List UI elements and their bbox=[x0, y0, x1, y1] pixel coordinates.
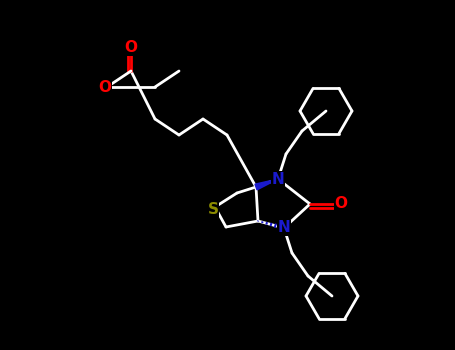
Text: N: N bbox=[272, 172, 284, 187]
Polygon shape bbox=[255, 179, 278, 190]
Text: N: N bbox=[278, 220, 290, 236]
Text: O: O bbox=[125, 41, 137, 56]
Text: S: S bbox=[207, 202, 218, 217]
Text: O: O bbox=[98, 79, 111, 94]
Text: O: O bbox=[334, 196, 348, 211]
